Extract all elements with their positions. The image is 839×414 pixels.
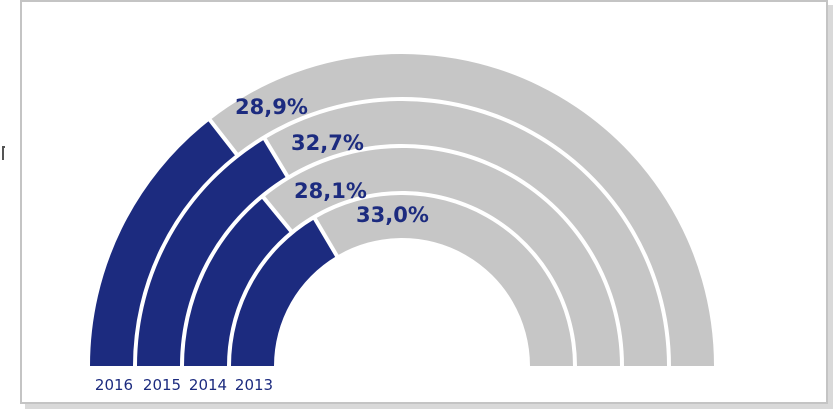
ring-remainder-2016 (209, 54, 714, 366)
chart-frame: 28,9% 2016 32,7% 2015 28,1% 2014 33,0% 2013 (20, 0, 828, 404)
ring-filled-2016 (90, 120, 237, 366)
value-label-2013: 33,0% (356, 203, 429, 227)
year-label-2016: 2016 (95, 376, 133, 394)
ring-remainder-2013 (314, 194, 573, 366)
ring-split-2015 (262, 137, 290, 178)
ring-split-2016 (207, 118, 239, 156)
ring-remainder-2015 (264, 101, 667, 366)
year-label-2014: 2014 (189, 376, 227, 394)
year-label-2013: 2013 (235, 376, 273, 394)
ring-filled-2015 (137, 139, 288, 366)
edge-mark (2, 146, 5, 160)
ring-remainder-2014 (263, 147, 620, 366)
value-label-2014: 28,1% (294, 179, 367, 203)
semicircle-ring-chart: 28,9% 2016 32,7% 2015 28,1% 2014 33,0% 2013 (90, 54, 714, 394)
ring-split-2013 (312, 216, 340, 258)
ring-filled-2014 (184, 197, 291, 366)
ring-split-2014 (261, 195, 294, 233)
value-label-2016: 28,9% (235, 95, 308, 119)
value-label-2015: 32,7% (291, 131, 364, 155)
ring-filled-2013 (231, 218, 337, 366)
year-label-2015: 2015 (143, 376, 181, 394)
